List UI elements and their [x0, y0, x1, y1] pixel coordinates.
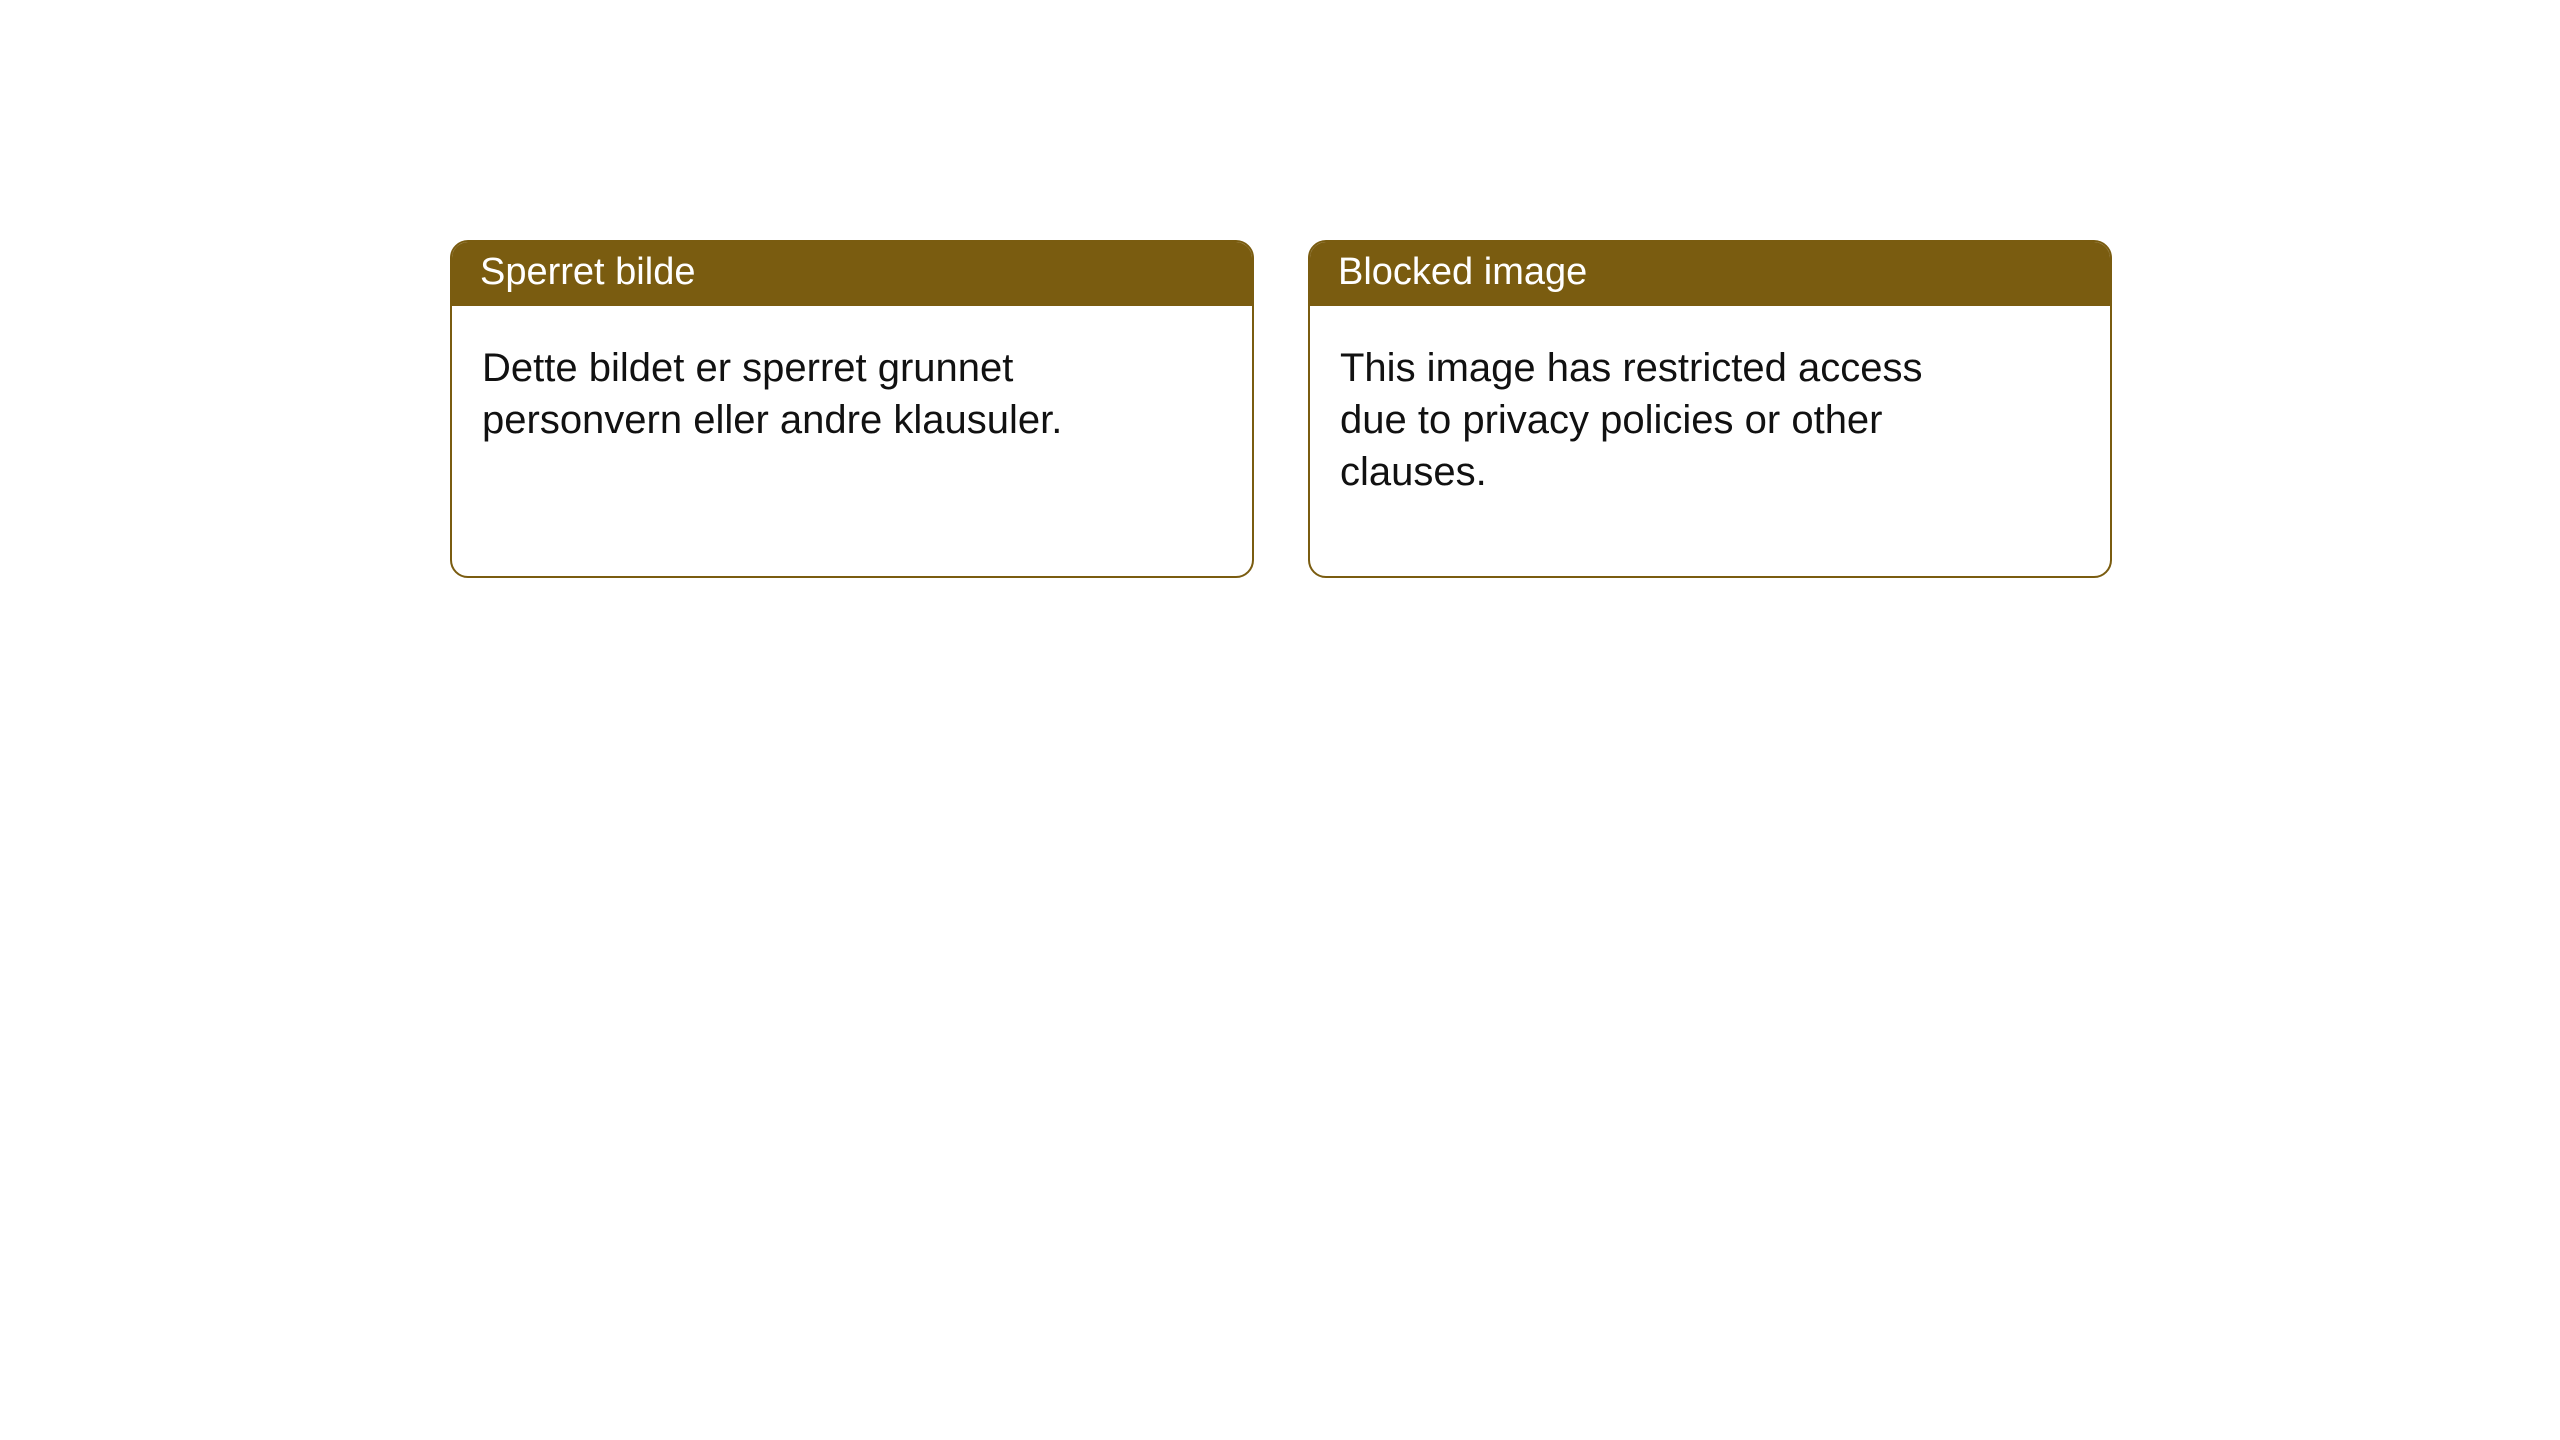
notice-card-body: This image has restricted access due to …: [1310, 306, 1990, 528]
notice-row: Sperret bilde Dette bildet er sperret gr…: [450, 240, 2112, 578]
notice-card-no: Sperret bilde Dette bildet er sperret gr…: [450, 240, 1254, 578]
notice-card-title: Sperret bilde: [452, 242, 1252, 306]
notice-card-en: Blocked image This image has restricted …: [1308, 240, 2112, 578]
notice-card-title: Blocked image: [1310, 242, 2110, 306]
notice-card-body: Dette bildet er sperret grunnet personve…: [452, 306, 1132, 476]
